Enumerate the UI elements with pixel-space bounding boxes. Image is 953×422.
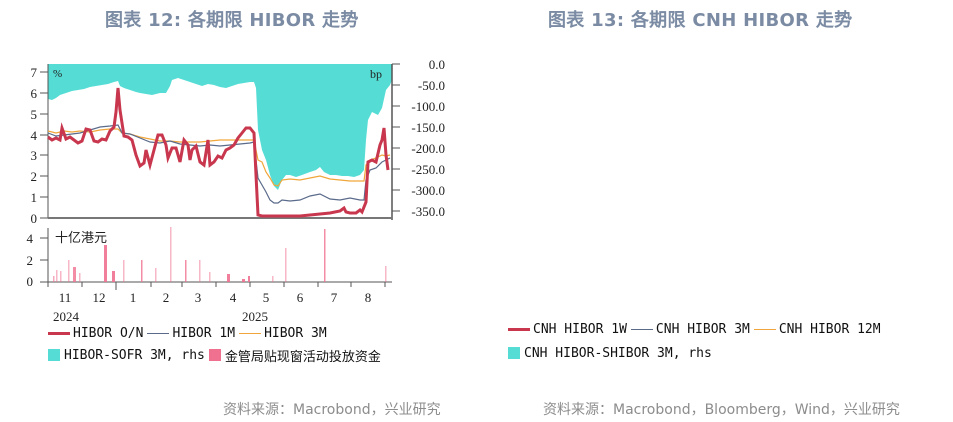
discount-window-bars	[53, 227, 387, 282]
svg-text:2024: 2024	[53, 309, 80, 324]
svg-text:2025: 2025	[242, 309, 268, 324]
hibor-on-line	[47, 87, 390, 218]
left-legend: HIBOR O/N HIBOR 1M HIBOR 3M HIBOR-SOFR 3…	[48, 322, 385, 366]
svg-text:2: 2	[31, 169, 38, 184]
svg-text:-100.0: -100.0	[411, 99, 445, 114]
svg-text:5: 5	[263, 290, 270, 305]
bar-y-axis: 4 2 0	[27, 231, 48, 289]
svg-text:7: 7	[31, 65, 38, 80]
svg-text:-350.0: -350.0	[411, 204, 445, 219]
svg-text:4: 4	[230, 290, 237, 305]
svg-text:2: 2	[27, 253, 34, 268]
svg-text:11: 11	[59, 290, 72, 305]
bar-unit-label: 十亿港元	[55, 230, 107, 245]
svg-text:3: 3	[195, 290, 202, 305]
svg-text:-200.0: -200.0	[411, 141, 445, 156]
svg-text:8: 8	[365, 290, 372, 305]
left-chart-panel: 图表 12: 各期限 HIBOR 走势 7 6 5 4 3 2 1 0 % bp…	[0, 0, 476, 422]
left-source-note: 资料来源：Macrobond，兴业研究	[223, 402, 441, 418]
svg-text:0: 0	[31, 211, 38, 226]
svg-text:1: 1	[130, 290, 137, 305]
right-chart: 5.5 5.0 4.5 4.0 3.5 3.0 2.5 2.0 1.5 1.0 …	[476, 0, 953, 310]
legend-item-hibor-3m: HIBOR 3M	[239, 326, 327, 341]
svg-text:-300.0: -300.0	[411, 183, 445, 198]
legend-item-cnh-hibor-12m: CNH HIBOR 12M	[753, 322, 881, 337]
left-unit-percent: %	[53, 68, 62, 80]
svg-text:4: 4	[31, 128, 38, 143]
left-y-axis: 7 6 5 4 3 2 1 0	[31, 65, 48, 226]
svg-text:2: 2	[163, 290, 170, 305]
svg-text:3: 3	[31, 148, 38, 163]
right-chart-title: 图表 13: 各期限 CNH HIBOR 走势	[548, 10, 853, 31]
legend-item-hibor-1m: HIBOR 1M	[147, 326, 235, 341]
legend-item-cnh-hibor-shibor: CNH HIBOR-SHIBOR 3M, rhs	[508, 346, 712, 361]
svg-text:6: 6	[297, 290, 304, 305]
svg-text:1: 1	[31, 190, 38, 205]
svg-text:-50.0: -50.0	[418, 78, 445, 93]
svg-text:6: 6	[31, 86, 38, 101]
right-legend: CNH HIBOR 1W CNH HIBOR 3M CNH HIBOR 12M …	[508, 318, 885, 364]
legend-item-cnh-hibor-3m: CNH HIBOR 3M	[630, 322, 750, 337]
left-y-axis-right: 0.0 -50.0 -100.0 -150.0 -200.0 -250.0 -3…	[392, 57, 445, 219]
left-chart-title: 图表 12: 各期限 HIBOR 走势	[105, 10, 359, 31]
legend-item-discount-window: 金管局贴现窗活动投放资金	[208, 346, 381, 365]
svg-text:0.0: 0.0	[429, 57, 445, 72]
legend-item-hibor-on: HIBOR O/N	[48, 326, 143, 341]
svg-text:12: 12	[93, 290, 106, 305]
svg-text:-250.0: -250.0	[411, 162, 445, 177]
legend-item-cnh-hibor-1w: CNH HIBOR 1W	[508, 322, 627, 337]
svg-text:-150.0: -150.0	[411, 120, 445, 135]
left-x-axis: 11 12 1 2 3 4 5 6 7 8 2024 2025	[47, 282, 386, 324]
svg-text:7: 7	[331, 290, 338, 305]
svg-text:0: 0	[27, 274, 34, 289]
left-unit-bp: bp	[370, 67, 382, 81]
right-source-note: 资料来源：Macrobond，Bloomberg，Wind，兴业研究	[543, 402, 900, 418]
right-chart-panel: 图表 13: 各期限 CNH HIBOR 走势 5.5 5.0 4.5 4.0 …	[476, 0, 953, 422]
left-chart: 7 6 5 4 3 2 1 0 % bp 0.0 -50.0 -100.0 -1…	[27, 57, 446, 324]
legend-item-hibor-sofr: HIBOR-SOFR 3M, rhs	[48, 348, 205, 363]
hibor-sofr-area	[48, 64, 392, 190]
svg-text:4: 4	[27, 231, 34, 246]
svg-text:5: 5	[31, 107, 38, 122]
